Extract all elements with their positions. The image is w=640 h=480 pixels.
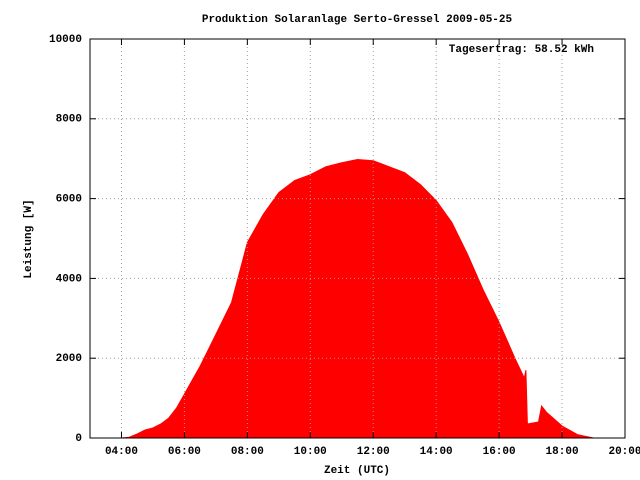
x-tick-label: 12:00 xyxy=(357,446,390,458)
y-tick-label: 10000 xyxy=(49,34,82,46)
annotation: Tagesertrag: 58.52 kWh xyxy=(449,44,594,56)
plot-frame xyxy=(89,38,626,439)
y-tick-label: 8000 xyxy=(56,114,82,126)
x-tick-label: 04:00 xyxy=(105,446,138,458)
y-tick-label: 4000 xyxy=(56,273,82,285)
x-tick-label: 10:00 xyxy=(294,446,327,458)
x-axis-label: Zeit (UTC) xyxy=(324,465,390,477)
x-tick-label: 08:00 xyxy=(231,446,264,458)
y-axis-label: Leistung [W] xyxy=(23,199,35,278)
x-tick-label: 16:00 xyxy=(483,446,516,458)
x-tick-label: 18:00 xyxy=(546,446,579,458)
area xyxy=(121,158,594,439)
y-tick-label: 0 xyxy=(75,433,82,445)
x-tick-label: 06:00 xyxy=(168,446,201,458)
y-tick-label: 6000 xyxy=(56,194,82,206)
chart-title: Produktion Solaranlage Serto-Gressel 200… xyxy=(202,14,513,26)
y-tick-label: 2000 xyxy=(56,353,82,365)
x-tick-label: 14:00 xyxy=(420,446,453,458)
x-tick-label: 20:00 xyxy=(608,446,640,458)
